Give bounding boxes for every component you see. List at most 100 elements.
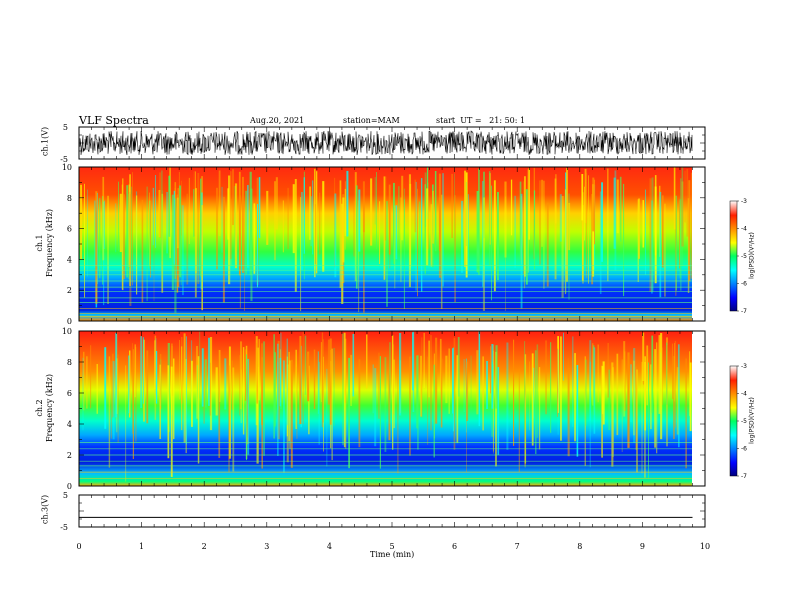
spectrogram-streak (321, 332, 324, 428)
y-tick-label: 8 (67, 194, 72, 203)
ch1-spectrogram-ylabel: ch.1 Frequency (kHz) (35, 208, 54, 278)
spectrogram-streak (453, 337, 456, 450)
spectrogram-streak (684, 170, 686, 223)
spectrogram-streak (307, 351, 310, 402)
spectrogram-streak (608, 369, 611, 430)
spectrogram-streak (574, 353, 576, 442)
spectrogram-streak (195, 188, 197, 274)
spectrogram-streak (125, 365, 127, 482)
spectrogram-streak (314, 168, 316, 278)
spectrogram-streak (204, 359, 207, 408)
spectrogram-streak (348, 357, 350, 469)
spectrogram-streak (666, 342, 668, 405)
spectrogram-streak (245, 190, 248, 275)
spectrogram-streak (95, 191, 98, 304)
spectrogram-streak (266, 190, 269, 245)
spectrogram-streak (463, 359, 465, 412)
spectrogram-streak (326, 368, 328, 467)
x-tick-label: 6 (452, 542, 457, 551)
spectrogram-streak (129, 194, 132, 306)
spectrogram-streak (408, 174, 411, 288)
spectrogram-streak (358, 200, 360, 313)
spectrogram-streak (466, 367, 467, 473)
ch1-spectrogram-lines (79, 265, 692, 317)
spectrogram-streak (491, 344, 494, 409)
spectrogram-streak (186, 193, 189, 285)
spectrogram-streak (591, 194, 594, 285)
spectrogram-streak (497, 367, 500, 455)
spectrogram-streak (323, 356, 324, 452)
ch3-waveform-ylabel: ch.3(V) (40, 494, 50, 525)
spectrogram-streak (94, 200, 96, 268)
spectrogram-streak (238, 171, 241, 276)
spectrogram-streak (506, 342, 509, 450)
x-tick-label: 5 (389, 542, 394, 551)
ch1-waveform-ylabel: ch.1(V) (40, 126, 50, 157)
spectrogram-streak (638, 198, 640, 259)
spectrogram-streak (126, 185, 129, 278)
ch1-waveform-line (79, 130, 693, 156)
spectrogram-streak (384, 357, 387, 452)
spectrogram-streak (688, 180, 691, 282)
spectrogram-streak (219, 350, 221, 402)
spectrogram-streak (134, 344, 136, 398)
y-tick-label: -5 (60, 155, 68, 164)
spectrogram-streak (339, 180, 342, 288)
spectrogram-streak (294, 179, 297, 292)
x-tick-label: 4 (327, 542, 332, 551)
x-tick-label: 0 (76, 542, 81, 551)
spectrogram-streak (304, 335, 307, 395)
colorbar-tick-label: -7 (741, 473, 747, 480)
spectrogram-streak (673, 167, 676, 230)
spectrogram-streak (374, 177, 376, 225)
spectrogram-streak (678, 344, 680, 448)
spectrogram-streak (199, 331, 201, 399)
spectrogram-streak (123, 194, 125, 280)
spectrogram-streak (627, 352, 630, 448)
spectrogram-streak (466, 361, 469, 421)
y-tick-label: 5 (63, 123, 68, 132)
spectrogram-streak (489, 173, 491, 245)
spectrogram-streak (196, 346, 198, 419)
spectrogram-streak (439, 338, 442, 391)
spectrogram-streak (478, 168, 480, 275)
spectrogram-streak (563, 332, 564, 381)
y-tick-label: 6 (67, 389, 72, 398)
spectrogram-streak (452, 348, 454, 414)
spectrogram-streak (423, 332, 425, 388)
spectrogram-streak (131, 186, 133, 249)
spectrogram-streak (646, 345, 649, 406)
x-tick-label: 8 (577, 542, 582, 551)
spectrogram-streak (672, 343, 673, 400)
spectrogram-streak (674, 340, 676, 428)
spectrogram-streak (427, 356, 429, 445)
spectrogram-streak (273, 334, 275, 439)
spectrogram-streak (399, 333, 402, 416)
spectrogram-streak (393, 344, 395, 415)
spectrogram-streak (589, 340, 592, 421)
spectrogram-streak (215, 367, 218, 416)
spectrogram-streak (456, 355, 459, 444)
spectrogram-streak (218, 170, 221, 237)
spectrogram-streak (318, 361, 320, 445)
spectrogram-streak (675, 196, 677, 296)
spectrogram-streak (358, 189, 361, 252)
spectrogram-streak (533, 367, 535, 419)
spectrogram-streak (299, 336, 302, 425)
spectrogram-streak (612, 367, 614, 457)
spectrogram-streak (232, 367, 235, 472)
spectrogram-streak (128, 355, 130, 414)
spectrogram-streak (193, 189, 195, 237)
spectrogram-streak (482, 197, 485, 311)
spectrogram-streak (185, 336, 187, 445)
spectrogram-streak (389, 204, 391, 269)
spectrogram-streak (440, 358, 443, 428)
spectrogram-streak (312, 180, 314, 255)
spectrogram-streak (117, 354, 119, 443)
spectrogram-streak (177, 188, 180, 288)
spectrogram-streak (433, 364, 435, 458)
spectrogram-streak (177, 197, 179, 249)
spectrogram-streak (341, 203, 344, 304)
start-time-label: start UT = 21: 50: 1 (436, 116, 526, 125)
